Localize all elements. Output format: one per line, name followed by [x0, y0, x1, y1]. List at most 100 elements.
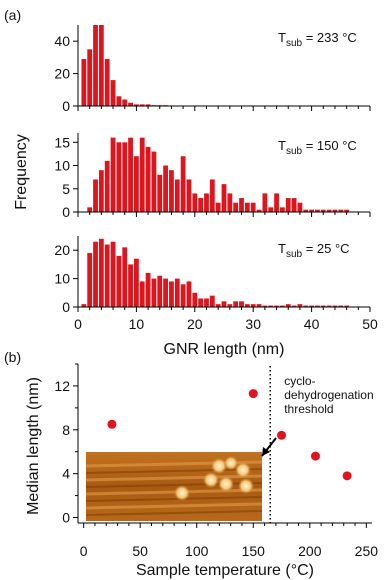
x-tick-label: 150 [242, 543, 266, 559]
histogram-bar [139, 104, 145, 106]
histogram-bar [198, 198, 204, 212]
histogram-bar [122, 99, 128, 106]
histogram-bar [344, 209, 350, 212]
histogram-bar [151, 278, 157, 307]
x-tick-label: 20 [187, 316, 203, 332]
histogram-bar [233, 301, 239, 307]
threshold-annotation: dehydrogenation [284, 388, 373, 402]
histogram-bar [116, 96, 122, 106]
histogram-bar [145, 272, 151, 307]
histogram-bar [192, 193, 198, 212]
histogram-bar [93, 241, 98, 307]
histogram-bar [215, 304, 221, 307]
histogram-bar [116, 255, 122, 307]
histogram-bar [239, 301, 244, 307]
histogram-bar [332, 305, 338, 307]
histogram-bar [110, 80, 116, 106]
x-axis-title: GNR length (nm) [164, 341, 285, 358]
histogram-bar [157, 174, 163, 212]
histogram-bar [320, 209, 326, 212]
histogram-bar [186, 281, 192, 307]
histogram-bar [209, 179, 215, 212]
histogram-bar [250, 304, 256, 307]
histogram-bar [169, 170, 174, 212]
histogram-bar [338, 209, 344, 212]
histogram-bar [285, 198, 291, 212]
y-tick-label: 4 [62, 466, 70, 482]
histogram-bar [244, 202, 250, 212]
histogram-bar [239, 198, 244, 212]
histogram-bar [250, 202, 256, 212]
histogram-bar [262, 193, 268, 212]
x-tick-label: 100 [185, 543, 209, 559]
histogram-bar [256, 304, 262, 307]
histogram-bar [180, 156, 186, 212]
median-length-plot: 0 4 8 12 0 50 100 150 200 250 cyclo-dehydrogenatio… [25, 363, 379, 579]
x-tick-label: 40 [304, 316, 320, 332]
histogram-bar [98, 170, 104, 212]
histogram-bar [297, 202, 303, 212]
histogram-bar [87, 49, 93, 106]
x-tick-label: 0 [74, 316, 82, 332]
y-tick-label: 20 [54, 242, 70, 258]
histogram-bar [233, 202, 239, 212]
threshold-annotation: cyclo- [284, 374, 315, 388]
histogram-bar [315, 209, 320, 212]
histogram-bar [204, 298, 209, 307]
y-tick-label: 0 [62, 299, 70, 315]
x-tick-label: 0 [80, 543, 88, 559]
x-axis-title: Sample temperature (°C) [136, 562, 314, 579]
data-point [277, 430, 287, 440]
y-tick-label: 15 [54, 134, 70, 150]
histogram-bar [268, 305, 274, 307]
x-tick-label: 10 [129, 316, 145, 332]
histogram-bar [122, 247, 128, 307]
histogram-bar [134, 156, 139, 212]
histogram-bar [128, 102, 133, 106]
data-point [107, 419, 117, 429]
data-point [310, 451, 320, 461]
histogram-bar [244, 304, 250, 307]
histogram-bar [151, 151, 157, 212]
histogram-bar [204, 193, 209, 212]
histogram-bar [98, 238, 104, 307]
histogram-bar [180, 284, 186, 307]
histogram-bar [163, 165, 168, 212]
x-tick-label: 250 [355, 543, 379, 559]
histogram-bar [274, 193, 279, 212]
histogram-bar [297, 304, 303, 307]
x-tick-label: 30 [245, 316, 261, 332]
histogram-bar [139, 281, 145, 307]
histogram-bar [332, 209, 338, 212]
y-tick-label: 40 [54, 33, 70, 49]
histogram-bar [81, 304, 87, 307]
x-tick-label: 50 [362, 316, 378, 332]
histogram-bar [104, 244, 110, 307]
histogram-bar [262, 305, 268, 307]
histogram-bar [215, 202, 221, 212]
histogram-bar [87, 253, 93, 307]
y-tick-label: 10 [54, 271, 70, 287]
histogram-bar [221, 184, 227, 212]
data-point [342, 471, 352, 481]
histogram-bar [134, 104, 139, 106]
y-tick-label: 0 [62, 510, 70, 526]
histogram-bar [157, 275, 163, 307]
y-tick-label: 10 [54, 158, 70, 174]
temperature-annotation: Tsub = 233 °C [278, 30, 357, 49]
histogram-bar [320, 305, 326, 307]
y-axis-title: Frequency [13, 134, 30, 210]
histogram-bar [291, 305, 297, 307]
histogram-bar [274, 305, 279, 307]
histogram-bar [174, 179, 180, 212]
histogram-bar [291, 198, 297, 212]
histogram-bar [145, 104, 151, 106]
histogram-bar [128, 137, 133, 212]
panel-label-a: (a) [4, 7, 21, 23]
histogram-bar [186, 179, 192, 212]
histogram-bar [93, 179, 98, 212]
data-point [248, 389, 258, 399]
histogram-bar [315, 305, 320, 307]
histogram-bar [81, 59, 87, 106]
